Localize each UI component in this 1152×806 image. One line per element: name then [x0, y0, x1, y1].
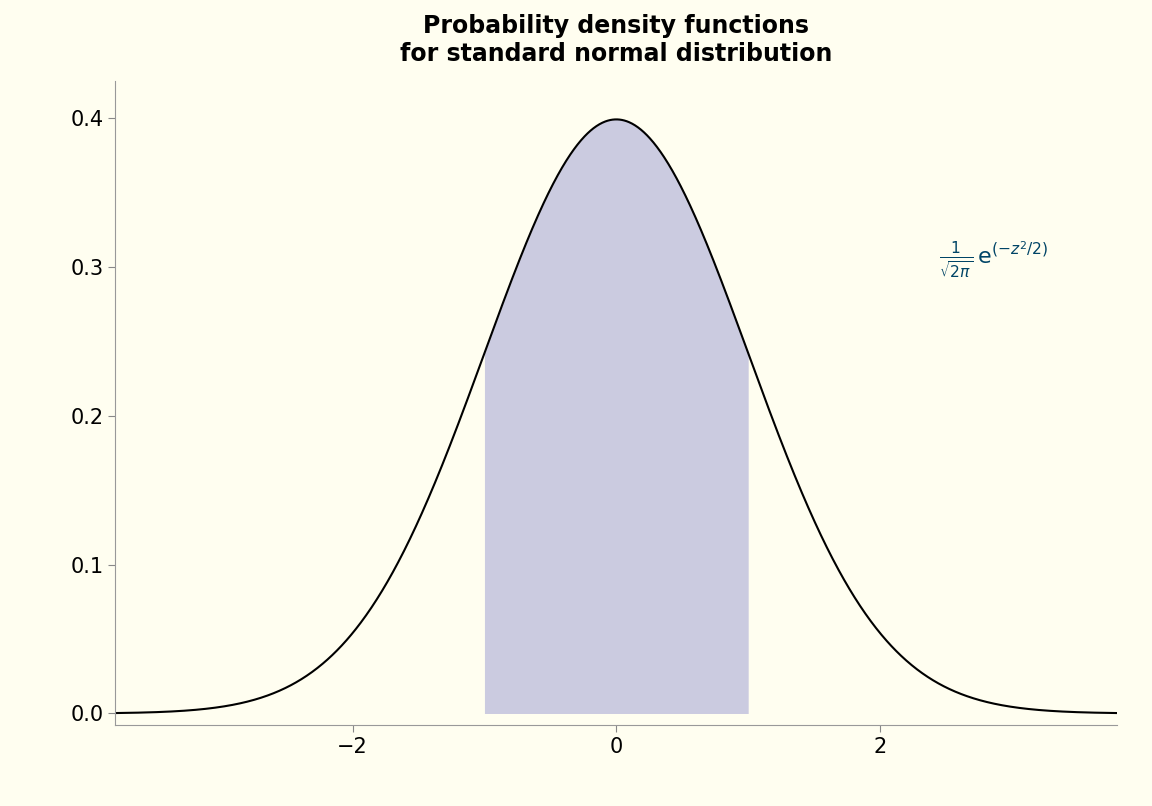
Text: $\frac{1}{\sqrt{2\pi}}\,\mathrm{e}^{(-z^2/2)}$: $\frac{1}{\sqrt{2\pi}}\,\mathrm{e}^{(-z^… [939, 239, 1048, 280]
Title: Probability density functions
for standard normal distribution: Probability density functions for standa… [400, 15, 833, 66]
